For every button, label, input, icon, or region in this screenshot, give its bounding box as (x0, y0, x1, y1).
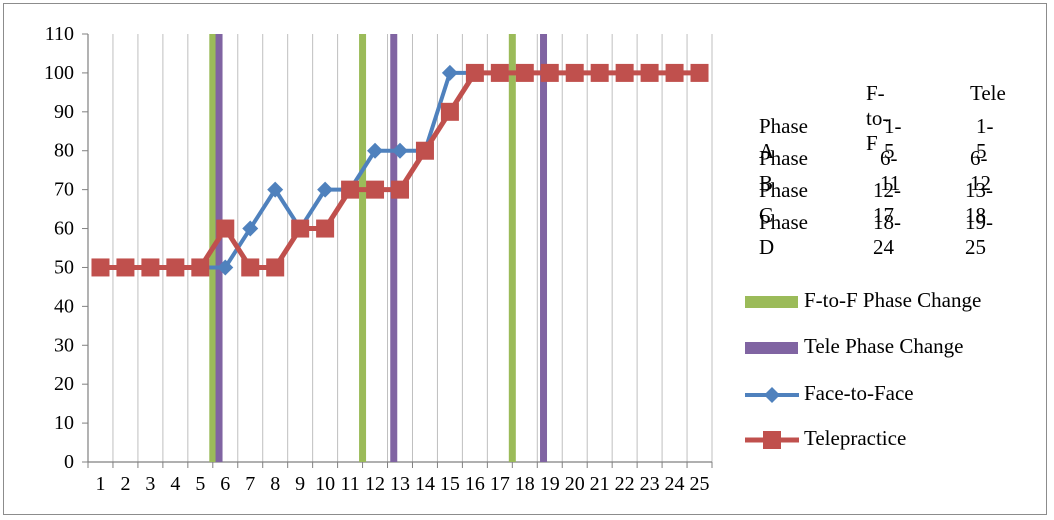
chart-frame: 0 10 20 30 40 50 60 70 80 90 100 110 1 2 3 4 5 6 7 8 9 10 11 12… (3, 3, 1047, 515)
table-cell-tele: 1-5 (976, 114, 994, 163)
legend-swatch-diamond (745, 387, 799, 403)
data-point-square (615, 63, 634, 82)
data-point-square (366, 180, 385, 199)
data-point-square (640, 63, 659, 82)
x-tick-label: 13 (390, 473, 410, 495)
y-tick-label: 60 (54, 218, 74, 240)
data-point-diamond (367, 142, 384, 159)
y-tick-label: 50 (54, 256, 74, 278)
legend-label: F-to-F Phase Change (804, 288, 982, 312)
data-point-square (141, 258, 160, 277)
x-tick-label: 10 (315, 473, 335, 495)
data-point-square (216, 219, 235, 238)
table-header-tele: Tele (970, 81, 1006, 105)
table-cell-ftof: 6-11 (880, 146, 901, 195)
data-point-square (166, 258, 185, 277)
table-cell-ftof: 12-17 (873, 178, 901, 227)
data-point-square (565, 63, 584, 82)
y-tick-label: 90 (54, 101, 74, 123)
y-tick-label: 0 (64, 451, 74, 473)
data-point-square (490, 63, 509, 82)
data-point-diamond (392, 142, 408, 159)
x-tick-label: 5 (195, 473, 205, 495)
x-tick-label: 14 (415, 473, 435, 495)
x-tick-label: 25 (690, 473, 710, 495)
data-point-square (116, 258, 135, 277)
data-point-square (241, 258, 260, 277)
x-tick-label: 8 (270, 473, 280, 495)
y-tick-label: 40 (54, 295, 74, 317)
x-tick-label: 3 (145, 473, 155, 495)
data-point-square (590, 63, 609, 82)
data-point-square (266, 258, 285, 277)
x-tick-label: 11 (340, 473, 359, 495)
data-point-square (665, 63, 684, 82)
x-tick-label: 20 (565, 473, 585, 495)
table-cell-tele: 13-18 (965, 178, 993, 227)
x-tick-label: 17 (490, 473, 510, 495)
data-point-square (91, 258, 110, 277)
y-tick-label: 80 (54, 140, 74, 162)
table-header-ftof: F-to-F (866, 81, 890, 155)
x-tick-label: 2 (120, 473, 130, 495)
x-tick-label: 15 (440, 473, 460, 495)
y-tick-label: 110 (45, 23, 74, 45)
x-tick-label: 19 (540, 473, 560, 495)
legend-swatch-purple (745, 342, 798, 354)
data-point-square (316, 219, 335, 238)
data-point-square (540, 63, 559, 82)
table-row-label: Phase C (759, 178, 808, 227)
data-point-square (191, 258, 210, 277)
y-tick-label: 30 (54, 334, 74, 356)
x-tick-label: 1 (95, 473, 105, 495)
data-point-diamond (441, 64, 458, 81)
x-tick-label: 22 (615, 473, 635, 495)
y-tick-label: 10 (54, 412, 74, 434)
x-tick-label: 18 (515, 473, 535, 495)
legend-label: Tele Phase Change (804, 334, 964, 358)
data-point-square (341, 180, 360, 199)
x-tick-label: 6 (220, 473, 230, 495)
table-row-label: Phase A (759, 114, 808, 163)
legend-swatch-square (745, 431, 799, 449)
y-tick-label: 100 (44, 62, 74, 84)
data-point-square (515, 63, 534, 82)
table-cell-ftof: 1-5 (884, 114, 902, 163)
x-tick-label: 24 (665, 473, 685, 495)
series-line (100, 70, 700, 270)
x-tick-label: 7 (245, 473, 255, 495)
data-point-square (690, 63, 709, 82)
table-cell-tele: 6-12 (970, 146, 991, 195)
data-point-diamond (267, 181, 284, 198)
data-point-square (465, 63, 484, 82)
data-point-square (391, 180, 409, 199)
data-point-square (440, 102, 459, 121)
y-tick-label: 20 (54, 373, 74, 395)
data-point-square (291, 219, 310, 238)
x-tick-label: 16 (465, 473, 485, 495)
x-tick-label: 23 (640, 473, 660, 495)
data-point-diamond (317, 181, 334, 198)
table-row-label: Phase B (759, 146, 808, 195)
series-line (100, 70, 700, 270)
table-cell-tele: 19-25 (965, 210, 993, 259)
x-tick-label: 21 (590, 473, 610, 495)
x-tick-label: 4 (170, 473, 180, 495)
data-point-diamond (217, 259, 234, 276)
table-row-label: Phase D (759, 210, 808, 259)
data-point-diamond (242, 220, 259, 237)
legend-label: Face-to-Face (804, 381, 914, 405)
legend-label: Telepractice (804, 426, 907, 450)
y-tick-label: 70 (54, 179, 74, 201)
legend-swatch-green (745, 296, 798, 308)
x-tick-label: 9 (295, 473, 305, 495)
table-cell-ftof: 18-24 (873, 210, 901, 259)
data-point-square (415, 141, 434, 160)
x-tick-label: 12 (365, 473, 385, 495)
